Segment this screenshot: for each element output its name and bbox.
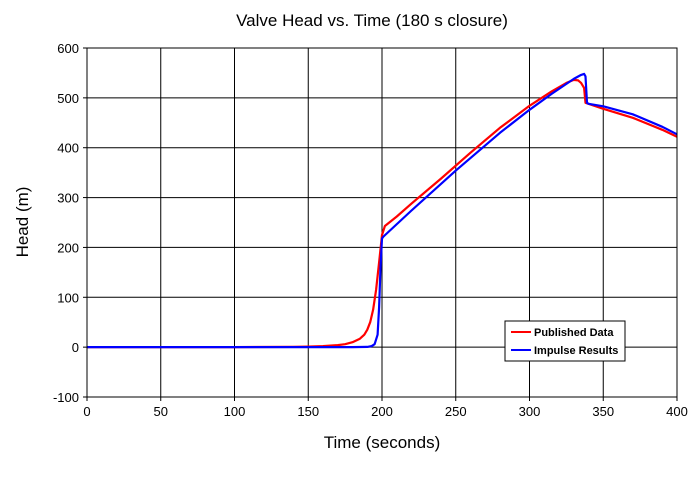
y-tick-label: 0 (72, 340, 79, 355)
legend-label-published-data: Published Data (534, 327, 614, 339)
x-tick-label: 300 (519, 404, 541, 419)
legend-label-impulse-results: Impulse Results (534, 345, 618, 357)
y-tick-label: 300 (57, 191, 79, 206)
y-tick-label: 600 (57, 41, 79, 56)
x-tick-label: 200 (371, 404, 393, 419)
chart-title: Valve Head vs. Time (180 s closure) (236, 11, 508, 30)
y-tick-label: 400 (57, 141, 79, 156)
series-line-published-data (87, 78, 678, 349)
x-tick-label: 100 (224, 404, 246, 419)
y-axis-title: Head (m) (13, 187, 32, 258)
y-tick-label: -100 (53, 390, 79, 405)
x-axis-title: Time (seconds) (324, 433, 441, 452)
legend: Published Data Impulse Results (504, 320, 626, 362)
x-tick-label: 0 (83, 404, 90, 419)
axis-ticks: 0 50 100 150 200 250 300 350 400 -100 0 100 200 300 40… (53, 41, 688, 419)
y-tick-label: 500 (57, 91, 79, 106)
x-tick-label: 400 (666, 404, 688, 419)
plot-lines (87, 72, 678, 349)
x-tick-label: 350 (592, 404, 614, 419)
legend-box (504, 320, 626, 362)
series-line-impulse-results (87, 72, 678, 349)
y-tick-label: 200 (57, 240, 79, 255)
y-tick-label: 100 (57, 290, 79, 305)
x-tick-label: 250 (445, 404, 467, 419)
x-tick-label: 150 (297, 404, 319, 419)
x-tick-label: 50 (154, 404, 168, 419)
